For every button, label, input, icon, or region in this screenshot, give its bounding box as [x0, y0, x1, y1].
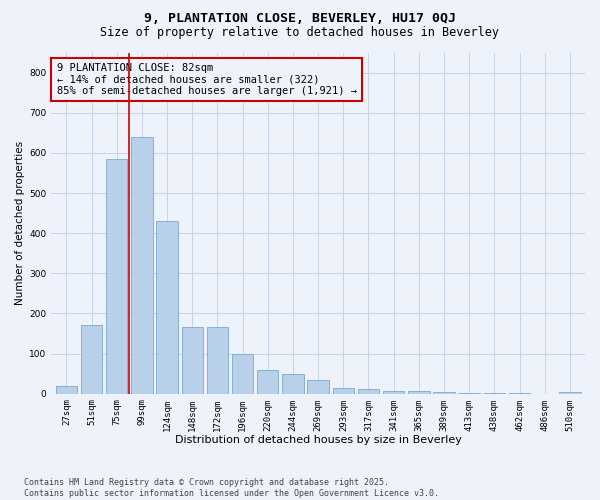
Bar [408, 390, 430, 394]
Text: 9 PLANTATION CLOSE: 82sqm
← 14% of detached houses are smaller (322)
85% of semi: 9 PLANTATION CLOSE: 82sqm ← 14% of detac… [56, 62, 356, 96]
Bar [307, 380, 329, 394]
Text: 9, PLANTATION CLOSE, BEVERLEY, HU17 0QJ: 9, PLANTATION CLOSE, BEVERLEY, HU17 0QJ [144, 12, 456, 26]
Y-axis label: Number of detached properties: Number of detached properties [15, 141, 25, 305]
Text: Size of property relative to detached houses in Beverley: Size of property relative to detached ho… [101, 26, 499, 39]
Bar [433, 392, 455, 394]
Bar [358, 388, 379, 394]
Bar [458, 392, 480, 394]
Bar [106, 159, 127, 394]
Bar [182, 328, 203, 394]
Bar [81, 326, 102, 394]
Text: Contains HM Land Registry data © Crown copyright and database right 2025.
Contai: Contains HM Land Registry data © Crown c… [24, 478, 439, 498]
Bar [332, 388, 354, 394]
Bar [232, 354, 253, 394]
Bar [559, 392, 581, 394]
Bar [257, 370, 278, 394]
Bar [207, 328, 228, 394]
Bar [131, 137, 152, 394]
Bar [157, 221, 178, 394]
Bar [56, 386, 77, 394]
Bar [383, 390, 404, 394]
Bar [282, 374, 304, 394]
Bar [484, 393, 505, 394]
X-axis label: Distribution of detached houses by size in Beverley: Distribution of detached houses by size … [175, 435, 461, 445]
